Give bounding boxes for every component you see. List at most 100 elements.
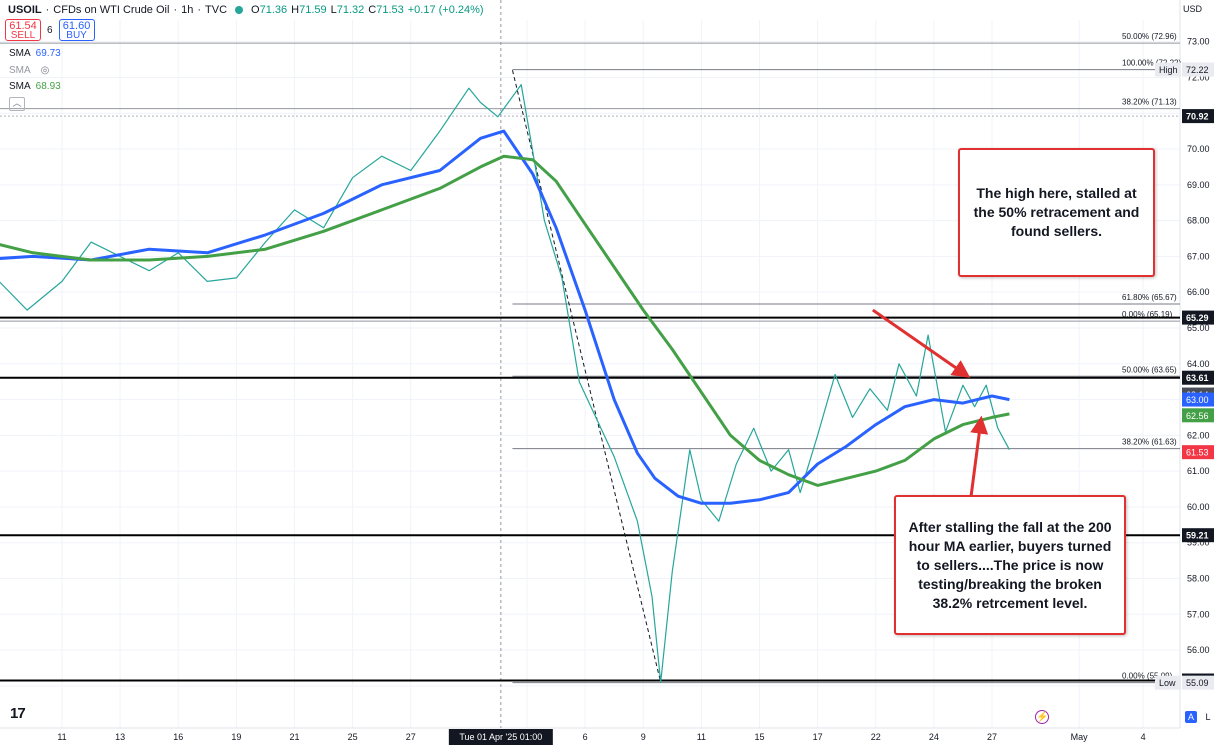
- time-tick-label: May: [1071, 732, 1089, 742]
- time-tick-label: 22: [871, 732, 881, 742]
- annotation-arrow: [968, 415, 989, 506]
- symbol-description: CFDs on WTI Crude Oil: [53, 4, 170, 16]
- sell-button[interactable]: 61.54 SELL: [5, 19, 41, 41]
- price-tick-label: 73.00: [1187, 37, 1210, 47]
- time-tick-label: 27: [987, 732, 997, 742]
- level-price-tag: [1182, 528, 1214, 543]
- buy-button[interactable]: 61.60 BUY: [58, 19, 95, 41]
- price-tag: [1182, 62, 1214, 77]
- price-tag: [1182, 445, 1214, 460]
- symbol-name[interactable]: USOIL: [8, 4, 42, 16]
- time-tick-label: 25: [348, 732, 358, 742]
- price-series-line: [0, 83, 1010, 683]
- ohlc-high: H71.59: [291, 4, 327, 16]
- time-tick-label: 4: [1141, 732, 1146, 742]
- price-tag-label: 63.00: [1186, 395, 1209, 405]
- sma-series-line: [0, 129, 1010, 505]
- fib-level-label: 0.00% (65.19): [1122, 310, 1173, 319]
- price-tick-label: 66.00: [1187, 287, 1210, 297]
- level-price-tag-label: 59.21: [1186, 531, 1209, 541]
- annotation-200ma: After stalling the fall at the 200 hour …: [894, 495, 1126, 635]
- market-status-icon: [235, 6, 244, 14]
- header-separator: ·: [45, 4, 50, 16]
- source-label: TVC: [205, 4, 228, 16]
- price-tick-label: 64.00: [1187, 359, 1210, 369]
- time-tick-label: 9: [641, 732, 646, 742]
- time-tick-label: 27: [406, 732, 416, 742]
- tradingview-logo[interactable]: 17: [10, 705, 26, 722]
- level-price-tag: [1182, 370, 1214, 385]
- time-tick-label: 16: [173, 732, 183, 742]
- trade-buttons: 61.54 SELL 6 61.60 BUY: [5, 19, 95, 41]
- time-tick-label: 13: [115, 732, 125, 742]
- price-tag-label: 61.53: [1186, 448, 1209, 458]
- level-price-tag-label: 63.61: [1186, 373, 1209, 383]
- header-separator: ·: [197, 4, 202, 16]
- price-tag-caption: High: [1159, 65, 1178, 75]
- time-tick-label: 17: [813, 732, 823, 742]
- fib-level-label: 0.00% (55.09): [1122, 672, 1173, 681]
- fib-level-label: 61.80% (65.67): [1122, 293, 1177, 302]
- currency-label[interactable]: USD: [1183, 4, 1203, 14]
- ohlc-low: L71.32: [330, 4, 365, 16]
- chevron-up-icon[interactable]: ︿: [9, 97, 25, 111]
- level-price-tag-label: 70.92: [1186, 112, 1209, 122]
- time-tick-label: 11: [57, 732, 66, 742]
- ohlc-change: +0.17 (+0.24%): [407, 4, 484, 16]
- price-tick-label: 61.00: [1187, 466, 1210, 476]
- annotation-arrow: [871, 308, 971, 378]
- level-price-tag-label: 65.29: [1186, 313, 1209, 323]
- price-tick-label: 65.00: [1187, 323, 1210, 333]
- price-tag: [1182, 408, 1214, 423]
- ohlc-close: C71.53: [368, 4, 404, 16]
- price-tick-label: 70.00: [1187, 144, 1210, 154]
- fib-level-label: 50.00% (72.96): [1122, 32, 1177, 41]
- eye-icon[interactable]: ◎: [40, 65, 50, 76]
- time-tick-label: 6: [583, 732, 588, 742]
- log-scale-button[interactable]: L: [1205, 712, 1211, 722]
- crosshair-time-label: Tue 01 Apr '25 01:00: [459, 732, 542, 742]
- price-tag: [1182, 675, 1214, 690]
- price-tick-label: 58.00: [1187, 574, 1210, 584]
- price-tick-label: 68.00: [1187, 216, 1210, 226]
- price-tag-label: 62.56: [1186, 411, 1209, 421]
- price-tag-label: 72.22: [1186, 65, 1209, 75]
- price-axis: 55.0056.0057.0058.0059.0060.0061.0062.00…: [1187, 37, 1210, 691]
- indicator-sma-2[interactable]: SMA ◎: [9, 65, 50, 76]
- spread-value: 6: [47, 24, 53, 36]
- crosshair-time-tag: [448, 729, 553, 745]
- price-tag-caption: Low: [1159, 678, 1176, 688]
- level-price-tag: [1182, 109, 1214, 124]
- time-tick-label: 19: [231, 732, 241, 742]
- indicator-sma-1[interactable]: SMA 69.73: [9, 48, 61, 59]
- fib-level-label: 100.00% (72.22): [1122, 59, 1181, 68]
- level-price-tag: [1182, 310, 1214, 325]
- header-separator: ·: [173, 4, 178, 16]
- price-tag-caption-box: [1155, 675, 1181, 690]
- price-tick-label: 60.00: [1187, 502, 1210, 512]
- price-tick-label: 67.00: [1187, 251, 1210, 261]
- lightning-icon[interactable]: ⚡: [1035, 710, 1049, 724]
- time-tick-label: 11: [697, 732, 706, 742]
- time-axis: 711131619212527369111517222427May4: [57, 732, 1146, 742]
- indicator-sma-3[interactable]: SMA 68.93: [9, 81, 61, 92]
- time-tick-label: 15: [754, 732, 764, 742]
- price-tick-label: 62.00: [1187, 430, 1210, 440]
- sma-series-line: [0, 154, 1010, 487]
- fib-level-label: 38.20% (71.13): [1122, 98, 1177, 107]
- interval-label[interactable]: 1h: [181, 4, 194, 16]
- time-tick-label: 24: [929, 732, 939, 742]
- ohlc-open: O71.36: [251, 4, 288, 16]
- price-tick-label: 57.00: [1187, 609, 1210, 619]
- chart-header: USOIL · CFDs on WTI Crude Oil · 1h · TVC…: [0, 0, 1180, 20]
- fib-level-label: 38.20% (61.63): [1122, 438, 1177, 447]
- time-tick-label: 21: [289, 732, 299, 742]
- price-tag-label: 55.09: [1186, 678, 1209, 688]
- auto-scale-button[interactable]: A: [1185, 711, 1197, 723]
- price-tick-label: 56.00: [1187, 645, 1210, 655]
- annotation-high-stalled: The high here, stalled at the 50% retrac…: [958, 148, 1155, 277]
- price-tick-label: 69.00: [1187, 180, 1210, 190]
- price-tag-caption-box: [1155, 62, 1181, 77]
- price-tick-label: 72.00: [1187, 72, 1210, 82]
